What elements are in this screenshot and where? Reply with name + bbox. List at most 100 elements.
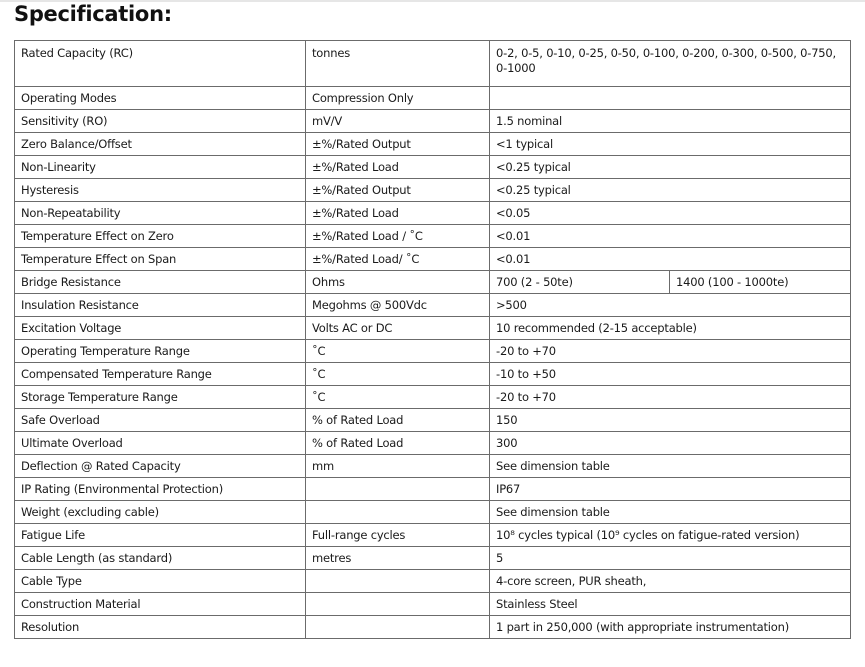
parameter-cell: Ultimate Overload bbox=[14, 431, 306, 455]
parameter-cell: Operating Modes bbox=[14, 86, 306, 110]
unit-cell: ±%/Rated Load / ˚C bbox=[305, 224, 490, 248]
parameter-cell: Temperature Effect on Span bbox=[14, 247, 306, 271]
specification-table: Rated Capacity (RC) tonnes 0-2, 0-5, 0-10,… bbox=[14, 40, 851, 639]
value-cell bbox=[489, 86, 851, 110]
parameter-cell: Cable Length (as standard) bbox=[14, 546, 306, 570]
table-row: Cable Length (as standard) metres 5 bbox=[14, 546, 851, 570]
unit-cell bbox=[305, 500, 490, 524]
value-cell: <0.01 bbox=[489, 224, 851, 248]
unit-cell: Ohms bbox=[305, 270, 490, 294]
table-row: Zero Balance/Offset ±%/Rated Output <1 typ… bbox=[14, 132, 851, 156]
value-cell: <0.25 typical bbox=[489, 155, 851, 179]
table-row: Non-Linearity ±%/Rated Load <0.25 typical bbox=[14, 155, 851, 179]
parameter-cell: Hysteresis bbox=[14, 178, 306, 202]
top-divider bbox=[0, 0, 865, 2]
parameter-cell: Non-Linearity bbox=[14, 155, 306, 179]
value-cell: 1 part in 250,000 (with appropriate inst… bbox=[489, 615, 851, 639]
parameter-cell: Rated Capacity (RC) bbox=[14, 40, 306, 87]
value-cell: 5 bbox=[489, 546, 851, 570]
unit-cell: tonnes bbox=[305, 40, 490, 87]
table-row: Safe Overload% of Rated Load 150 bbox=[14, 408, 851, 432]
value-cell: 4-core screen, PUR sheath, bbox=[489, 569, 851, 593]
value-cell: <0.01 bbox=[489, 247, 851, 271]
table-row: Temperature Effect on Span ±%/Rated Load/… bbox=[14, 247, 851, 271]
parameter-cell: Fatigue Life bbox=[14, 523, 306, 547]
unit-cell: ±%/Rated Load bbox=[305, 155, 490, 179]
unit-cell: ±%/Rated Load/ ˚C bbox=[305, 247, 490, 271]
value-cell: 0-2, 0-5, 0-10, 0-25, 0-50, 0-100, 0-200… bbox=[489, 40, 851, 87]
parameter-cell: Construction Material bbox=[14, 592, 306, 616]
unit-cell: Full-range cycles bbox=[305, 523, 490, 547]
value-cell: 300 bbox=[489, 431, 851, 455]
parameter-cell: IP Rating (Environmental Protection) bbox=[14, 477, 306, 501]
parameter-cell: Sensitivity (RO) bbox=[14, 109, 306, 133]
parameter-cell: Bridge Resistance bbox=[14, 270, 306, 294]
value-cell: -10 to +50 bbox=[489, 362, 851, 386]
page-title: Specification: bbox=[14, 2, 172, 26]
parameter-cell: Insulation Resistance bbox=[14, 293, 306, 317]
unit-cell: metres bbox=[305, 546, 490, 570]
table-row: Weight (excluding cable) See dimension ta… bbox=[14, 500, 851, 524]
table-row: Fatigue Life Full-range cycles 10⁸ cycles … bbox=[14, 523, 851, 547]
value-cell: 1.5 nominal bbox=[489, 109, 851, 133]
parameter-cell: Safe Overload bbox=[14, 408, 306, 432]
parameter-cell: Storage Temperature Range bbox=[14, 385, 306, 409]
unit-cell: ±%/Rated Output bbox=[305, 178, 490, 202]
table-row: Excitation Voltage Volts AC or DC 10 recom… bbox=[14, 316, 851, 340]
unit-cell: ˚C bbox=[305, 339, 490, 363]
table-row: Sensitivity (RO) mV/V 1.5 nominal bbox=[14, 109, 851, 133]
parameter-cell: Excitation Voltage bbox=[14, 316, 306, 340]
table-row: Operating Temperature Range ˚C -20 to +70 bbox=[14, 339, 851, 363]
value-cell: 10 recommended (2-15 acceptable) bbox=[489, 316, 851, 340]
value-cell: >500 bbox=[489, 293, 851, 317]
table-row: Insulation Resistance Megohms @ 500Vdc >50… bbox=[14, 293, 851, 317]
parameter-cell: Cable Type bbox=[14, 569, 306, 593]
unit-cell: % of Rated Load bbox=[305, 431, 490, 455]
unit-cell: ˚C bbox=[305, 385, 490, 409]
table-row: Resolution 1 part in 250,000 (with approp… bbox=[14, 615, 851, 639]
unit-cell bbox=[305, 477, 490, 501]
table-row: Compensated Temperature Range ˚C -10 to +5… bbox=[14, 362, 851, 386]
unit-cell: ±%/Rated Output bbox=[305, 132, 490, 156]
table-row: Non-Repeatability ±%/Rated Load <0.05 bbox=[14, 201, 851, 225]
value-cell: 700 (2 - 50te) bbox=[489, 270, 670, 294]
unit-cell bbox=[305, 569, 490, 593]
parameter-cell: Deflection @ Rated Capacity bbox=[14, 454, 306, 478]
table-row: Cable Type 4-core screen, PUR sheath, bbox=[14, 569, 851, 593]
unit-cell: Compression Only bbox=[305, 86, 490, 110]
parameter-cell: Compensated Temperature Range bbox=[14, 362, 306, 386]
value-cell: <0.25 typical bbox=[489, 178, 851, 202]
parameter-cell: Non-Repeatability bbox=[14, 201, 306, 225]
value-cell: Stainless Steel bbox=[489, 592, 851, 616]
table-row: IP Rating (Environmental Protection) IP67 bbox=[14, 477, 851, 501]
value-cell: 10⁸ cycles typical (10⁹ cycles on fatigu… bbox=[489, 523, 851, 547]
table-row: Storage Temperature Range ˚C -20 to +70 bbox=[14, 385, 851, 409]
parameter-cell: Temperature Effect on Zero bbox=[14, 224, 306, 248]
parameter-cell: Resolution bbox=[14, 615, 306, 639]
table-row: Operating Modes Compression Only bbox=[14, 86, 851, 110]
unit-cell: Volts AC or DC bbox=[305, 316, 490, 340]
value-cell: IP67 bbox=[489, 477, 851, 501]
parameter-cell: Operating Temperature Range bbox=[14, 339, 306, 363]
unit-cell: ˚C bbox=[305, 362, 490, 386]
unit-cell: ±%/Rated Load bbox=[305, 201, 490, 225]
unit-cell: Megohms @ 500Vdc bbox=[305, 293, 490, 317]
table-row: Ultimate Overload% of Rated Load 300 bbox=[14, 431, 851, 455]
table-row: Temperature Effect on Zero ±%/Rated Load … bbox=[14, 224, 851, 248]
value-cell: <0.05 bbox=[489, 201, 851, 225]
value-cell: See dimension table bbox=[489, 500, 851, 524]
value-cell: <1 typical bbox=[489, 132, 851, 156]
value-cell-secondary: 1400 (100 - 1000te) bbox=[669, 270, 851, 294]
table-row: Construction Material Stainless Steel bbox=[14, 592, 851, 616]
value-cell: -20 to +70 bbox=[489, 339, 851, 363]
table-row: Hysteresis ±%/Rated Output <0.25 typical bbox=[14, 178, 851, 202]
value-cell: -20 to +70 bbox=[489, 385, 851, 409]
unit-cell bbox=[305, 592, 490, 616]
table-row: Rated Capacity (RC) tonnes 0-2, 0-5, 0-10,… bbox=[14, 40, 851, 87]
unit-cell bbox=[305, 615, 490, 639]
table-row: Bridge Resistance Ohms 700 (2 - 50te) 1400 … bbox=[14, 270, 851, 294]
table-row: Deflection @ Rated Capacity mm See dimensi… bbox=[14, 454, 851, 478]
unit-cell: mV/V bbox=[305, 109, 490, 133]
unit-cell: % of Rated Load bbox=[305, 408, 490, 432]
unit-cell: mm bbox=[305, 454, 490, 478]
